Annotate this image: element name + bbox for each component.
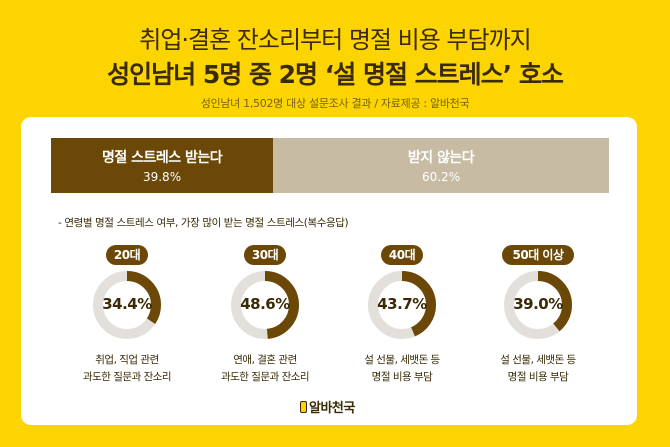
donut-gauge [231,271,299,339]
logo-text: 알바천국 [309,401,355,416]
brand-logo: 알바천국 [300,397,355,416]
gauge-value-label: 48.6% [240,295,290,313]
gauge-fill [93,271,161,339]
donut-gauge [368,271,436,339]
bar-segment-value: 39.8% [142,170,182,184]
description-line-2: 과도한 질문과 잔소리 [82,371,172,383]
gauge-value-label: 34.4% [102,295,152,313]
chart-note: - 연령별 명절 스트레스 여부, 가장 많이 받는 명절 스트레스(복수응답) [58,217,349,229]
bar-segment-not-stressed: 받지 않는다 60.2% [273,138,609,193]
title-line-1: 취업·결혼 잔소리부터 명절 비용 부담까지 [139,26,532,54]
description-line-2: 명절 비용 부담 [371,371,433,383]
age-badge: 20대 [106,245,148,265]
description-line-2: 명절 비용 부담 [507,371,569,383]
description-line-2: 과도한 질문과 잔소리 [220,371,310,383]
bar-segment-stressed: 명절 스트레스 받는다 39.8% [51,138,274,193]
title-line-2: 성인남녀 5명 중 2명 ‘설 명절 스트레스’ 호소 [107,60,564,89]
donut-gauge [93,271,161,339]
description-line-1: 설 선물, 세뱃돈 등 [364,354,440,366]
bar-segment-label: 받지 않는다 [407,150,475,166]
donut-gauge [504,271,572,339]
gauge-fill [231,271,299,339]
stress-ratio-bar: 명절 스트레스 받는다 39.8% 받지 않는다 60.2% [51,138,609,193]
gauge-value-label: 43.7% [377,295,427,313]
age-badge: 40대 [381,245,423,265]
age-badge: 50대 이상 [502,245,574,265]
bar-segment-value: 60.2% [421,170,461,184]
subtitle: 성인남녀 1,502명 대상 설문조사 결과 / 자료제공 : 알바천국 [200,97,470,110]
bar-segment-label: 명절 스트레스 받는다 [101,150,223,166]
gauge-fill [368,271,436,339]
gauge-fill [504,271,572,339]
age-badge: 30대 [244,245,286,265]
logo-icon [300,400,307,413]
description-line-1: 설 선물, 세뱃돈 등 [500,354,576,366]
description-line-1: 연애, 결혼 관련 [233,354,297,366]
gauge-value-label: 39.0% [513,295,563,313]
description-line-1: 취업, 직업 관련 [95,354,159,366]
